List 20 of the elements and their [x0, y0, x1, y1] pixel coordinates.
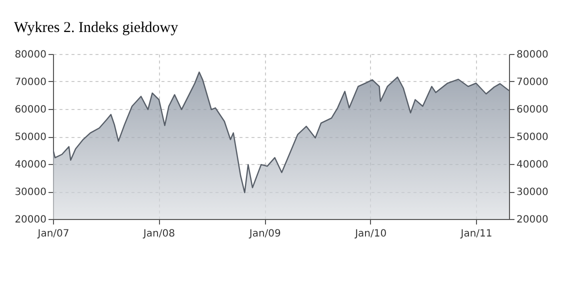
y2-tick-label: 20000	[516, 214, 548, 226]
y-tick-label: 70000	[14, 77, 46, 88]
x-tick-label: Jan/11	[460, 228, 492, 240]
x-tick-label: Jan/10	[354, 228, 387, 240]
chart-title: Wykres 2. Indeks giełdowy	[14, 20, 178, 37]
y-tick-label: 40000	[14, 160, 46, 170]
y-tick-label: 60000	[14, 104, 46, 116]
x-tick-label: Jan/08	[142, 228, 175, 240]
y2-tick-label: 50000	[516, 132, 548, 143]
y2-tick-label: 40000	[516, 160, 548, 170]
y-tick-label: 20000	[14, 214, 46, 226]
y2-tick-label: 30000	[516, 187, 548, 198]
y-tick-label: 80000	[14, 50, 46, 60]
y2-tick-label: 60000	[516, 104, 548, 116]
x-tick-label: Jan/07	[36, 228, 70, 240]
x-tick-label: Jan/09	[248, 228, 281, 240]
y-tick-label: 30000	[14, 187, 46, 198]
y2-tick-label: 70000	[516, 77, 548, 88]
y2-tick-label: 80000	[516, 50, 548, 60]
y-tick-label: 50000	[14, 132, 46, 143]
